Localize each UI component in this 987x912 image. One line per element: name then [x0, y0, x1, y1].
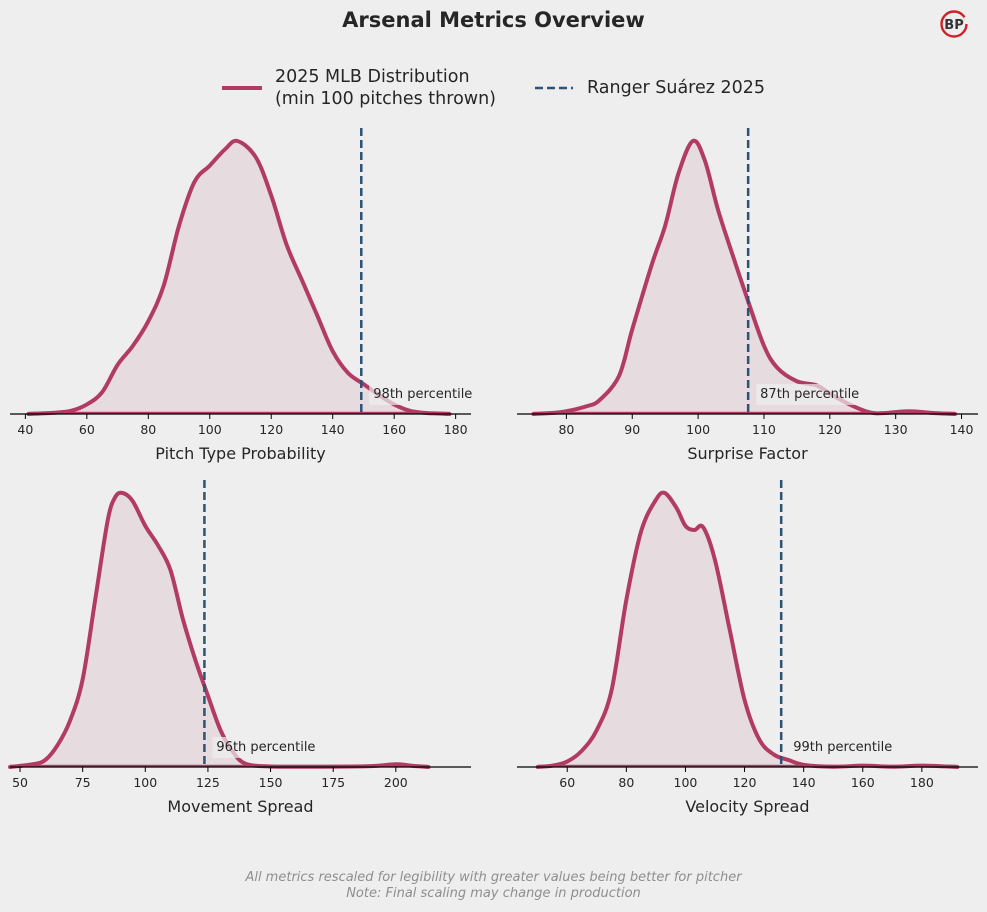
density-fill	[28, 140, 450, 414]
x-tick-label: 175	[321, 775, 345, 790]
x-tick-label: 125	[196, 775, 220, 790]
panel-pitch-type-probability: 40 60 80 100 120 140 160 180 Pitch Type Probabil…	[10, 128, 477, 463]
x-tick-label: 140	[792, 775, 816, 790]
percentile-label: 99th percentile	[793, 740, 892, 755]
x-tick-label: 140	[321, 422, 345, 437]
percentile-label: 87th percentile	[760, 387, 859, 402]
x-axis-title: Movement Spread	[167, 797, 313, 816]
x-tick-label: 150	[259, 775, 283, 790]
panel-movement-spread: 50 75 100 125 150 175 200 Movement Spread 96th p…	[8, 480, 471, 816]
bp-logo-text: BP	[944, 18, 963, 33]
x-tick-label: 180	[910, 775, 934, 790]
x-tick-label: 100	[133, 775, 157, 790]
legend: 2025 MLB Distribution (min 100 pitches t…	[0, 66, 987, 110]
x-tick-label: 160	[851, 775, 875, 790]
x-tick-label: 75	[75, 775, 91, 790]
percentile-label-box	[369, 384, 477, 405]
x-tick-label: 120	[818, 422, 842, 437]
x-tick-label: 80	[558, 422, 574, 437]
legend-label-player: Ranger Suárez 2025	[587, 78, 766, 98]
x-tick-label: 120	[733, 775, 757, 790]
x-tick-label: 100	[198, 422, 222, 437]
x-tick-label: 180	[444, 422, 468, 437]
x-tick-label: 80	[140, 422, 156, 437]
legend-item-distribution: 2025 MLB Distribution (min 100 pitches t…	[221, 66, 496, 110]
x-tick-label: 90	[624, 422, 640, 437]
percentile-label-box	[212, 737, 320, 758]
x-tick-label: 40	[17, 422, 33, 437]
legend-item-player: Ranger Suárez 2025	[534, 77, 765, 99]
percentile-label-box	[789, 737, 897, 758]
percentile-label: 96th percentile	[216, 740, 315, 755]
legend-label-distribution: 2025 MLB Distribution (min 100 pitches t…	[275, 66, 496, 110]
legend-label-line1: 2025 MLB Distribution	[274, 67, 470, 87]
bp-logo-icon: BP	[940, 10, 969, 38]
density-fill	[537, 492, 958, 767]
x-tick-label: 160	[382, 422, 406, 437]
x-tick-label: 100	[674, 775, 698, 790]
x-tick-label: 110	[752, 422, 776, 437]
legend-label-line2: (min 100 pitches thrown)	[274, 89, 497, 109]
panel-velocity-spread: 60 80 100 120 140 160 180 Velocity Spread 99th p…	[517, 480, 978, 816]
legend-solid-line-icon	[221, 86, 262, 90]
x-axis-title: Pitch Type Probability	[155, 444, 325, 463]
density-curve	[531, 138, 957, 416]
chart-title: Arsenal Metrics Overview	[342, 8, 645, 32]
footer-note: All metrics rescaled for legibility with…	[0, 870, 987, 902]
x-tick-label: 60	[559, 775, 575, 790]
legend-dashed-line-icon	[535, 86, 574, 90]
x-tick-label: 130	[884, 422, 908, 437]
x-axis-title: Velocity Spread	[685, 797, 809, 816]
density-fill	[10, 492, 429, 767]
footer-line1: All metrics rescaled for legibility with…	[245, 870, 742, 885]
footer-line2: Note: Final scaling may change in produc…	[346, 886, 641, 901]
x-tick-label: 80	[618, 775, 634, 790]
density-fill	[533, 140, 955, 414]
percentile-label: 98th percentile	[373, 387, 472, 402]
x-tick-label: 100	[686, 422, 710, 437]
x-axis-title: Surprise Factor	[687, 444, 808, 463]
x-tick-label: 200	[384, 775, 408, 790]
x-tick-label: 140	[950, 422, 974, 437]
x-tick-label: 50	[12, 775, 28, 790]
x-tick-label: 120	[259, 422, 283, 437]
x-tick-label: 60	[79, 422, 95, 437]
panel-surprise-factor: 80 90 100 110 120 130 140 Surprise Factor 87th p…	[517, 128, 978, 463]
percentile-label-box	[756, 384, 864, 405]
